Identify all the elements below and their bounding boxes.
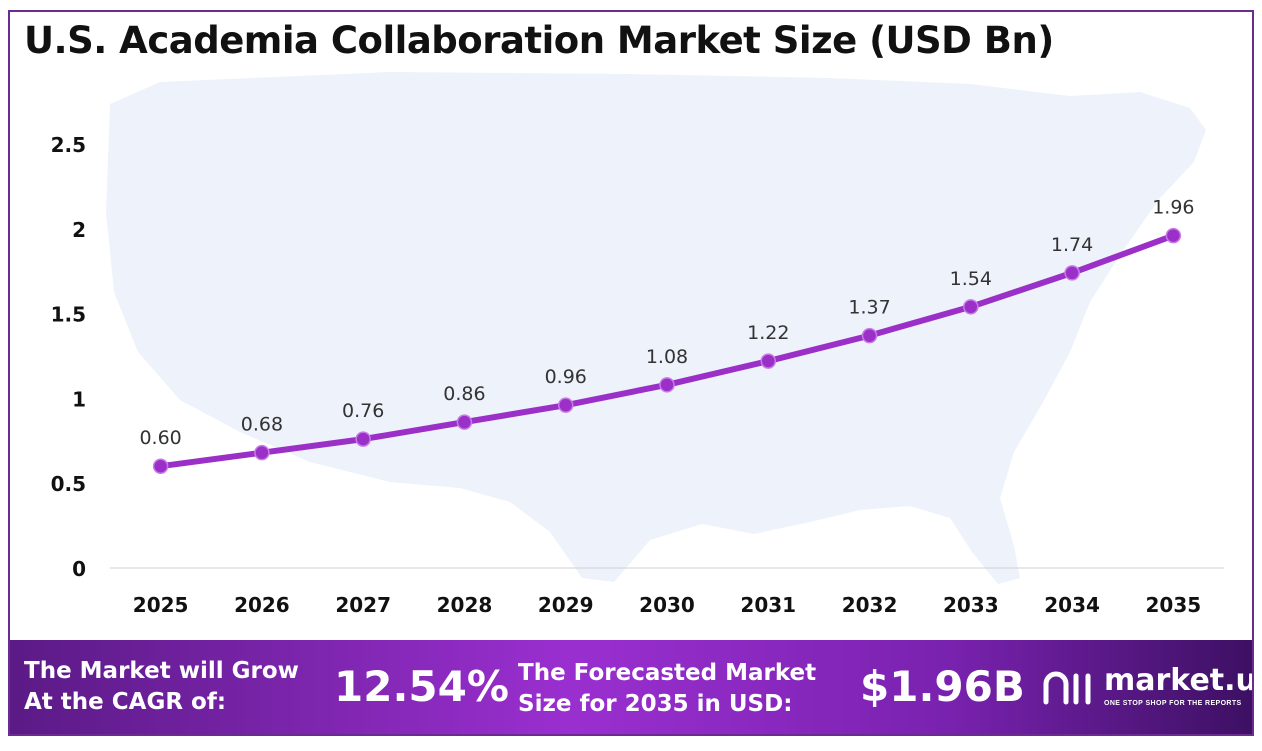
data-point xyxy=(152,458,169,474)
x-tick-label: 2035 xyxy=(1146,593,1202,617)
y-tick-label: 2.5 xyxy=(51,133,86,157)
data-label: 0.68 xyxy=(241,414,283,436)
x-tick-label: 2028 xyxy=(437,593,493,617)
data-label: 0.96 xyxy=(545,366,587,388)
chart-frame: U.S. Academia Collaboration Market Size … xyxy=(8,10,1254,736)
y-tick-label: 2 xyxy=(72,218,86,242)
data-point xyxy=(659,377,675,393)
forecast-label: The Forecasted Market Size for 2035 in U… xyxy=(518,658,816,720)
cagr-value: 12.54% xyxy=(334,662,509,711)
data-point xyxy=(1165,227,1182,244)
forecast-label-line1: The Forecasted Market xyxy=(518,660,817,686)
brand-name: market.us xyxy=(1104,663,1252,698)
x-tick-label: 2033 xyxy=(943,593,999,617)
y-tick-label: 1 xyxy=(72,387,86,411)
data-label: 0.76 xyxy=(342,400,384,422)
data-labels: 0.60 0.68 0.76 0.86 0.96 1.08 1.22 1.37 1.54 1.74… xyxy=(139,197,1194,450)
x-axis: 2025 2026 2027 2028 2029 2030 2031 2032 2033 2034… xyxy=(133,593,1201,617)
chart-title: U.S. Academia Collaboration Market Size … xyxy=(24,19,1054,62)
brand-tagline: ONE STOP SHOP FOR THE REPORTS xyxy=(1104,700,1242,707)
data-point xyxy=(456,414,473,430)
data-points xyxy=(152,227,1182,474)
cagr-label: The Market will Grow At the CAGR of: xyxy=(24,656,299,718)
data-point xyxy=(963,299,979,315)
y-tick-label: 1.5 xyxy=(51,303,86,327)
x-tick-label: 2031 xyxy=(740,593,796,617)
data-label: 0.60 xyxy=(139,427,181,449)
us-map-silhouette xyxy=(106,72,1206,584)
x-tick-label: 2034 xyxy=(1044,593,1100,617)
cagr-label-line2: At the CAGR of: xyxy=(24,689,227,715)
data-point xyxy=(355,431,371,447)
line-chart: 0 0.5 1 1.5 2 2.5 2025 2026 2027 2028 2029 2030 203… xyxy=(51,72,1224,617)
data-label: 1.08 xyxy=(646,346,688,368)
data-label: 1.96 xyxy=(1152,197,1194,219)
cagr-label-line1: The Market will Grow xyxy=(24,658,299,684)
y-tick-label: 0 xyxy=(72,557,86,581)
x-tick-label: 2025 xyxy=(133,593,189,617)
market-us-logo-icon xyxy=(1043,671,1091,705)
data-label: 1.22 xyxy=(747,322,789,344)
data-point xyxy=(557,397,574,413)
data-point xyxy=(760,353,777,369)
data-point xyxy=(254,444,270,461)
brand-logo: market.us ONE STOP SHOP FOR THE REPORTS xyxy=(1042,663,1252,714)
x-tick-label: 2030 xyxy=(639,593,695,617)
data-label: 1.54 xyxy=(950,268,992,290)
x-tick-label: 2027 xyxy=(335,593,391,617)
data-point xyxy=(1064,265,1080,281)
x-tick-label: 2026 xyxy=(234,593,290,617)
y-axis: 0 0.5 1 1.5 2 2.5 xyxy=(51,133,86,581)
forecast-value: $1.96B xyxy=(860,662,1025,711)
data-label: 1.37 xyxy=(848,297,890,319)
x-tick-label: 2032 xyxy=(842,593,898,617)
data-label: 0.86 xyxy=(443,383,485,405)
summary-bar: The Market will Grow At the CAGR of: 12.… xyxy=(10,640,1252,734)
y-tick-label: 0.5 xyxy=(51,472,86,496)
forecast-label-line2: Size for 2035 in USD: xyxy=(518,691,793,717)
data-point xyxy=(861,327,878,344)
data-label: 1.74 xyxy=(1051,234,1093,256)
x-tick-label: 2029 xyxy=(538,593,594,617)
